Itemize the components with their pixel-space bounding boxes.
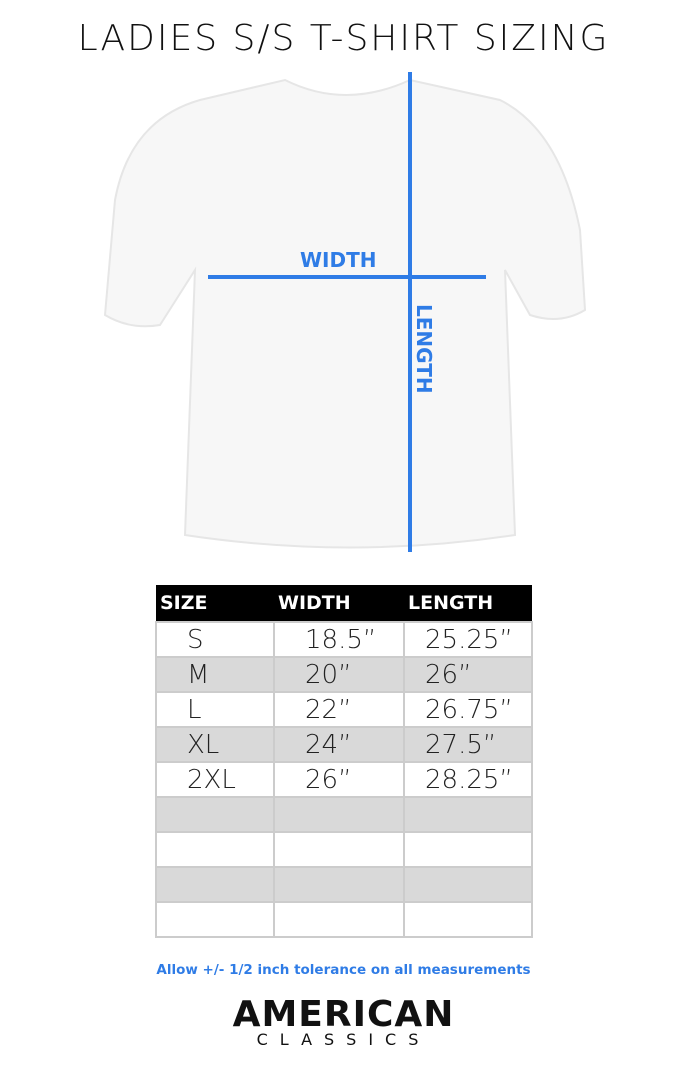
length-cell: 26.75” (403, 691, 533, 728)
size-cell (155, 901, 275, 938)
size-table: SIZE WIDTH LENGTH S 18.5” 25.25” M 20” 26” L 22… (155, 585, 533, 938)
size-cell (155, 831, 275, 868)
tshirt-image (103, 78, 587, 549)
tolerance-note: Allow +/- 1/2 inch tolerance on all meas… (156, 962, 531, 978)
size-cell (155, 796, 275, 833)
table-row: S 18.5” 25.25” (155, 621, 533, 658)
size-cell (155, 866, 275, 903)
width-cell (273, 901, 405, 938)
length-cell: 28.25” (403, 761, 533, 798)
length-cell: 26” (403, 656, 533, 693)
width-cell: 20” (273, 656, 405, 693)
width-cell (273, 831, 405, 868)
width-cell (273, 866, 405, 903)
width-cell: 26” (273, 761, 405, 798)
brand-logo: AMERICAN (232, 994, 455, 1035)
table-row (155, 796, 533, 833)
table-row: M 20” 26” (155, 656, 533, 693)
size-cell: L (155, 691, 275, 728)
length-cell (403, 831, 533, 868)
width-cell (273, 796, 405, 833)
width-label: WIDTH (300, 248, 377, 272)
table-row: XL 24” 27.5” (155, 726, 533, 763)
length-cell (403, 796, 533, 833)
table-row (155, 866, 533, 903)
size-cell: XL (155, 726, 275, 763)
length-cell: 27.5” (403, 726, 533, 763)
length-cell: 25.25” (403, 621, 533, 658)
width-cell: 18.5” (273, 621, 405, 658)
header-length: LENGTH (404, 585, 532, 622)
tshirt-diagram (103, 72, 587, 552)
table-row: L 22” 26.75” (155, 691, 533, 728)
length-cell (403, 901, 533, 938)
width-cell: 22” (273, 691, 405, 728)
size-cell: 2XL (155, 761, 275, 798)
length-label: LENGTH (412, 304, 436, 394)
table-row (155, 901, 533, 938)
header-width: WIDTH (274, 585, 404, 622)
table-row: 2XL 26” 28.25” (155, 761, 533, 798)
width-cell: 24” (273, 726, 405, 763)
table-row (155, 831, 533, 868)
brand-logo-sub: CLASSICS (256, 1030, 431, 1049)
page-title: LADIES S/S T-SHIRT SIZING (77, 18, 610, 59)
length-cell (403, 866, 533, 903)
size-cell: M (155, 656, 275, 693)
header-size: SIZE (156, 585, 274, 622)
size-cell: S (155, 621, 275, 658)
